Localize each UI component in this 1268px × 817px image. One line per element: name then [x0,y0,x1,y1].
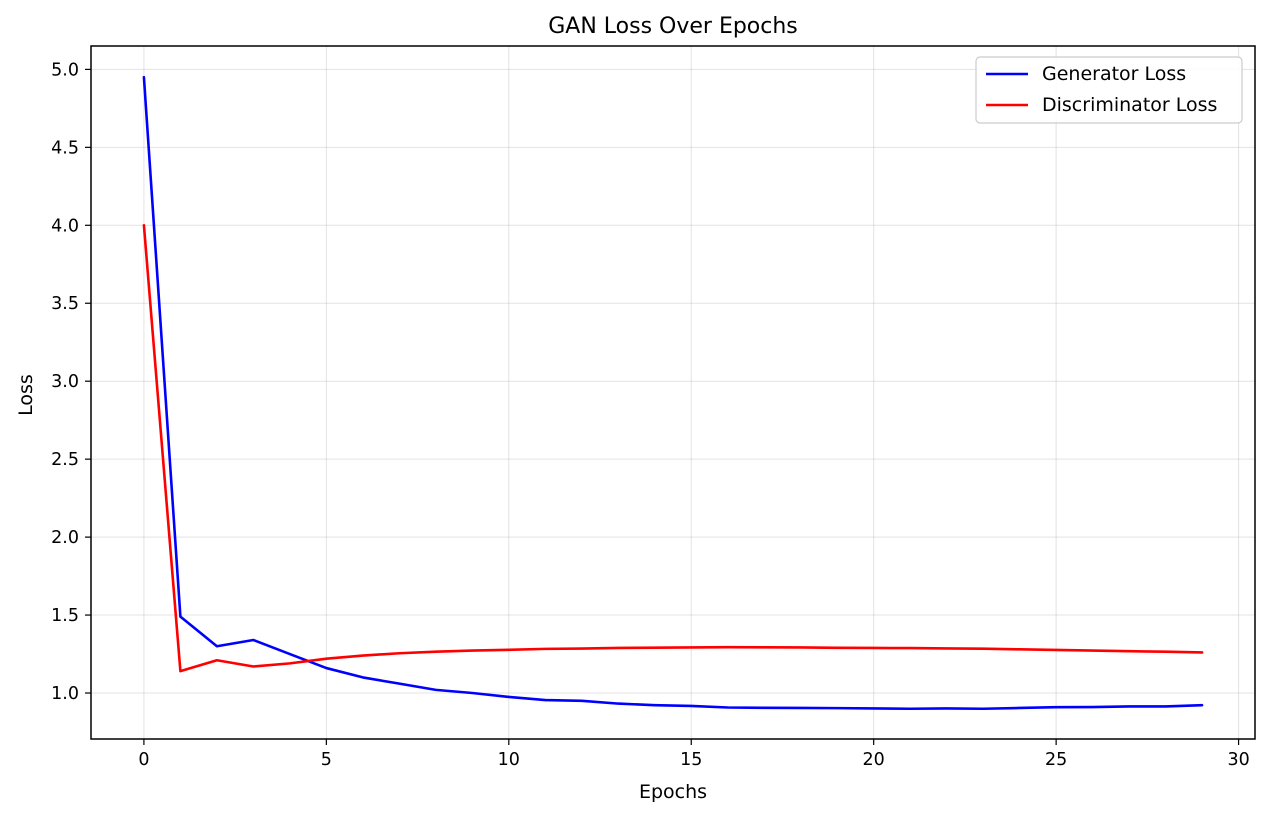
x-tick-label: 10 [498,750,520,770]
plot-frame [90,45,1256,740]
x-tick-label: 0 [138,750,149,770]
x-tick-label: 20 [863,750,885,770]
x-tick-label: 25 [1045,750,1067,770]
grid-lines [91,46,1255,739]
axis-ticks: 0 5 10 15 20 25 30 1.0 1.5 2.0 2.5 3.0 3.5 4.0 4.5 5.0 [51,60,1250,770]
series-lines [142,75,1204,711]
y-axis-label: Loss [15,374,37,416]
x-axis-label: Epochs [639,781,707,803]
legend-label-discriminator-loss: Discriminator Loss [1042,94,1217,116]
legend: Generator Loss Discriminator Loss [975,56,1243,124]
y-tick-label: 4.5 [51,138,79,158]
legend-label-generator-loss: Generator Loss [1042,63,1186,85]
legend-box [975,56,1243,124]
y-tick-label: 3.0 [51,372,79,392]
y-tick-label: 5.0 [51,60,79,80]
x-tick-label: 30 [1227,750,1249,770]
y-tick-label: 1.0 [51,684,79,704]
y-tick-label: 4.0 [51,216,79,236]
y-tick-label: 2.5 [51,450,79,470]
x-tick-label: 15 [680,750,702,770]
discriminator-loss-line [142,223,1204,673]
y-tick-label: 1.5 [51,606,79,626]
y-tick-label: 3.5 [51,294,79,314]
y-tick-label: 2.0 [51,528,79,548]
chart-title: GAN Loss Over Epochs [548,14,798,39]
generator-loss-line [142,75,1204,711]
x-tick-label: 5 [321,750,332,770]
